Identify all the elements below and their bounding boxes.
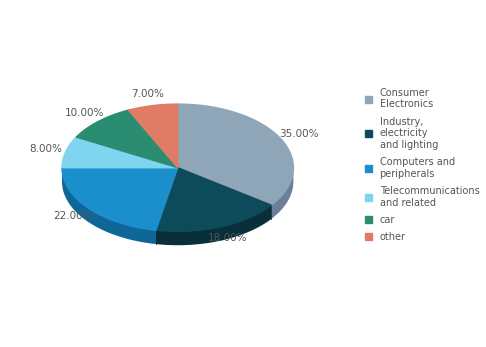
Legend: Consumer
Electronics, Industry,
electricity
and lighting, Computers and
peripher: Consumer Electronics, Industry, electric…	[363, 86, 481, 244]
Polygon shape	[178, 104, 294, 205]
Text: 35.00%: 35.00%	[279, 129, 319, 139]
Text: 22.00%: 22.00%	[53, 211, 92, 221]
Polygon shape	[156, 168, 271, 231]
Polygon shape	[271, 168, 294, 219]
Polygon shape	[156, 205, 271, 245]
Polygon shape	[128, 104, 178, 168]
Polygon shape	[76, 110, 178, 168]
Polygon shape	[62, 168, 156, 244]
Text: 18.00%: 18.00%	[208, 232, 248, 243]
Polygon shape	[62, 137, 178, 168]
Polygon shape	[62, 168, 178, 230]
Text: 7.00%: 7.00%	[132, 90, 164, 100]
Text: 8.00%: 8.00%	[29, 144, 62, 154]
Text: 10.00%: 10.00%	[65, 108, 104, 118]
